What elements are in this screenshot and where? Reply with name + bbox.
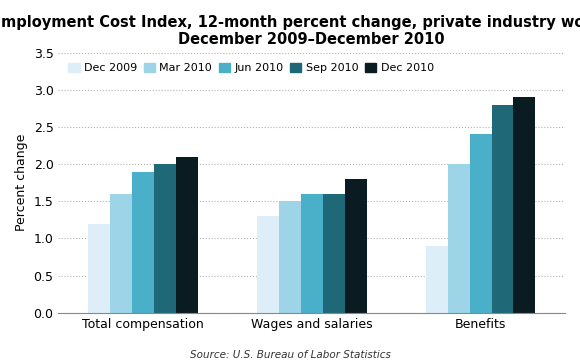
Bar xyxy=(88,224,110,313)
Bar xyxy=(176,157,198,313)
Bar xyxy=(448,164,470,313)
Bar xyxy=(110,194,132,313)
Y-axis label: Percent change: Percent change xyxy=(15,134,28,231)
Bar xyxy=(322,194,345,313)
Bar xyxy=(279,201,301,313)
Bar xyxy=(345,179,367,313)
Bar xyxy=(470,134,491,313)
Legend: Dec 2009, Mar 2010, Jun 2010, Sep 2010, Dec 2010: Dec 2009, Mar 2010, Jun 2010, Sep 2010, … xyxy=(64,58,438,78)
Bar xyxy=(132,172,154,313)
Bar xyxy=(513,97,535,313)
Bar xyxy=(301,194,322,313)
Text: Source: U.S. Bureau of Labor Statistics: Source: U.S. Bureau of Labor Statistics xyxy=(190,350,390,360)
Bar xyxy=(426,246,448,313)
Title: Employment Cost Index, 12-month percent change, private industry workers,
Decemb: Employment Cost Index, 12-month percent … xyxy=(0,15,580,48)
Bar xyxy=(257,216,279,313)
Bar xyxy=(491,105,513,313)
Bar xyxy=(154,164,176,313)
